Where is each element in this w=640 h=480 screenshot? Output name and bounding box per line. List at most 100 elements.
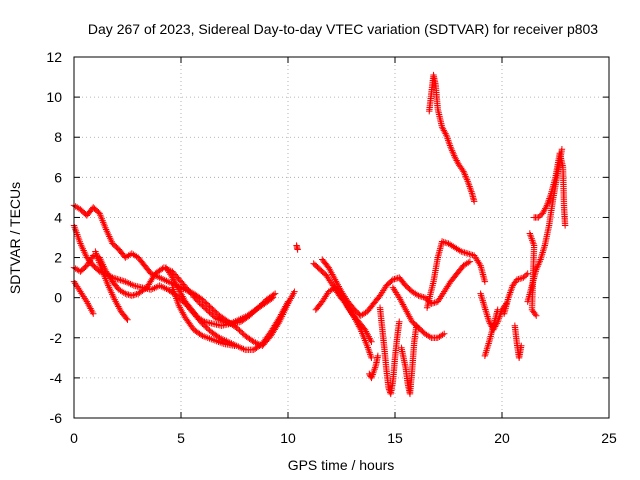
point-track-c [118, 288, 126, 295]
point-track-t [524, 270, 531, 277]
point-track-c [117, 287, 124, 294]
point-track-m [434, 334, 441, 341]
point-track-p [464, 250, 471, 257]
point-track-c [270, 291, 277, 298]
point-track-b [283, 301, 290, 309]
point-track-p [438, 238, 446, 245]
x-tick-label: 5 [177, 430, 185, 446]
point-track-p [461, 249, 468, 256]
point-track-a [200, 297, 208, 305]
point-track-a [123, 253, 131, 260]
point-track-k [359, 311, 366, 318]
point-track-b [276, 314, 283, 321]
point-track-w [540, 208, 547, 216]
y-tick-label: -6 [50, 410, 63, 426]
point-track-a [237, 328, 245, 335]
point-track-c [194, 298, 202, 305]
point-track-i [368, 338, 375, 345]
point-track-q [440, 127, 447, 134]
point-track-a [236, 327, 243, 334]
point-track-k [412, 290, 419, 297]
point-track-j [327, 287, 334, 294]
point-track-q [451, 154, 459, 161]
y-tick-label: 10 [46, 89, 62, 105]
point-track-k [413, 291, 421, 298]
point-track-a [202, 299, 209, 306]
point-track-w [561, 222, 569, 229]
point-track-m [421, 330, 429, 337]
point-track-p [453, 245, 460, 252]
point-track-p [466, 250, 473, 258]
point-track-b [115, 276, 123, 283]
point-track-c [131, 291, 139, 298]
point-track-a [131, 252, 139, 259]
point-track-c [125, 291, 132, 298]
point-track-k [415, 292, 422, 299]
point-track-l [396, 318, 403, 325]
point-track-k [389, 276, 397, 283]
point-track-b [280, 306, 287, 313]
point-track-j [325, 288, 332, 295]
point-track-p [446, 241, 454, 248]
point-track-p [448, 242, 455, 249]
point-track-q [454, 158, 461, 166]
point-track-d [90, 310, 97, 317]
point-track-g [197, 331, 205, 338]
point-track-p [459, 248, 467, 256]
point-track-n [413, 322, 420, 329]
x-tick-label: 20 [494, 430, 510, 446]
point-track-j [368, 354, 375, 362]
axis-ticks: 0 5 10 15 20 25 -6 -4 -2 0 2 4 6 8 10 12 [46, 49, 617, 446]
point-track-p [440, 238, 447, 246]
point-track-a [74, 204, 81, 211]
point-track-a [234, 325, 242, 333]
y-tick-label: 0 [54, 290, 62, 306]
point-track-q [470, 198, 478, 205]
point-track-t [523, 271, 530, 279]
point-track-c [120, 289, 127, 296]
y-axis-label: SDTVAR / TECUs [7, 182, 23, 294]
point-track-b [203, 324, 210, 331]
point-track-p [458, 248, 465, 255]
point-track-t [516, 275, 524, 282]
point-track-b [202, 323, 209, 330]
data-points [70, 71, 569, 398]
x-tick-label: 25 [601, 430, 617, 446]
point-track-r [486, 320, 494, 327]
point-track-c [72, 265, 79, 272]
y-tick-label: 8 [54, 129, 62, 145]
x-tick-label: 0 [70, 430, 78, 446]
point-track-k [466, 258, 474, 265]
point-track-k [408, 288, 416, 295]
point-track-j [328, 286, 336, 293]
y-tick-label: 4 [54, 209, 62, 225]
point-track-c [203, 306, 210, 313]
point-track-p [451, 244, 459, 251]
point-track-p [445, 240, 452, 247]
point-track-c [74, 266, 81, 273]
grid-lines [74, 57, 609, 418]
point-track-c [122, 290, 129, 297]
point-track-m [437, 332, 445, 339]
point-track-q [442, 130, 449, 137]
point-track-k [431, 299, 438, 306]
point-track-f [268, 295, 275, 302]
point-track-a [122, 254, 129, 261]
point-track-c [115, 286, 123, 293]
point-track-f [194, 314, 202, 321]
point-track-t [513, 276, 521, 283]
point-track-q [452, 155, 459, 163]
point-track-f [199, 317, 207, 324]
point-track-c [199, 302, 206, 309]
point-track-u [518, 342, 525, 349]
point-track-a [209, 305, 216, 313]
point-track-c [123, 290, 131, 298]
point-track-w [541, 207, 548, 214]
point-track-k [394, 274, 401, 282]
point-track-w [535, 214, 542, 221]
point-track-a [239, 329, 246, 337]
point-track-k [357, 312, 364, 319]
point-track-e [124, 316, 131, 323]
point-track-a [130, 251, 137, 258]
point-track-v [558, 146, 566, 153]
